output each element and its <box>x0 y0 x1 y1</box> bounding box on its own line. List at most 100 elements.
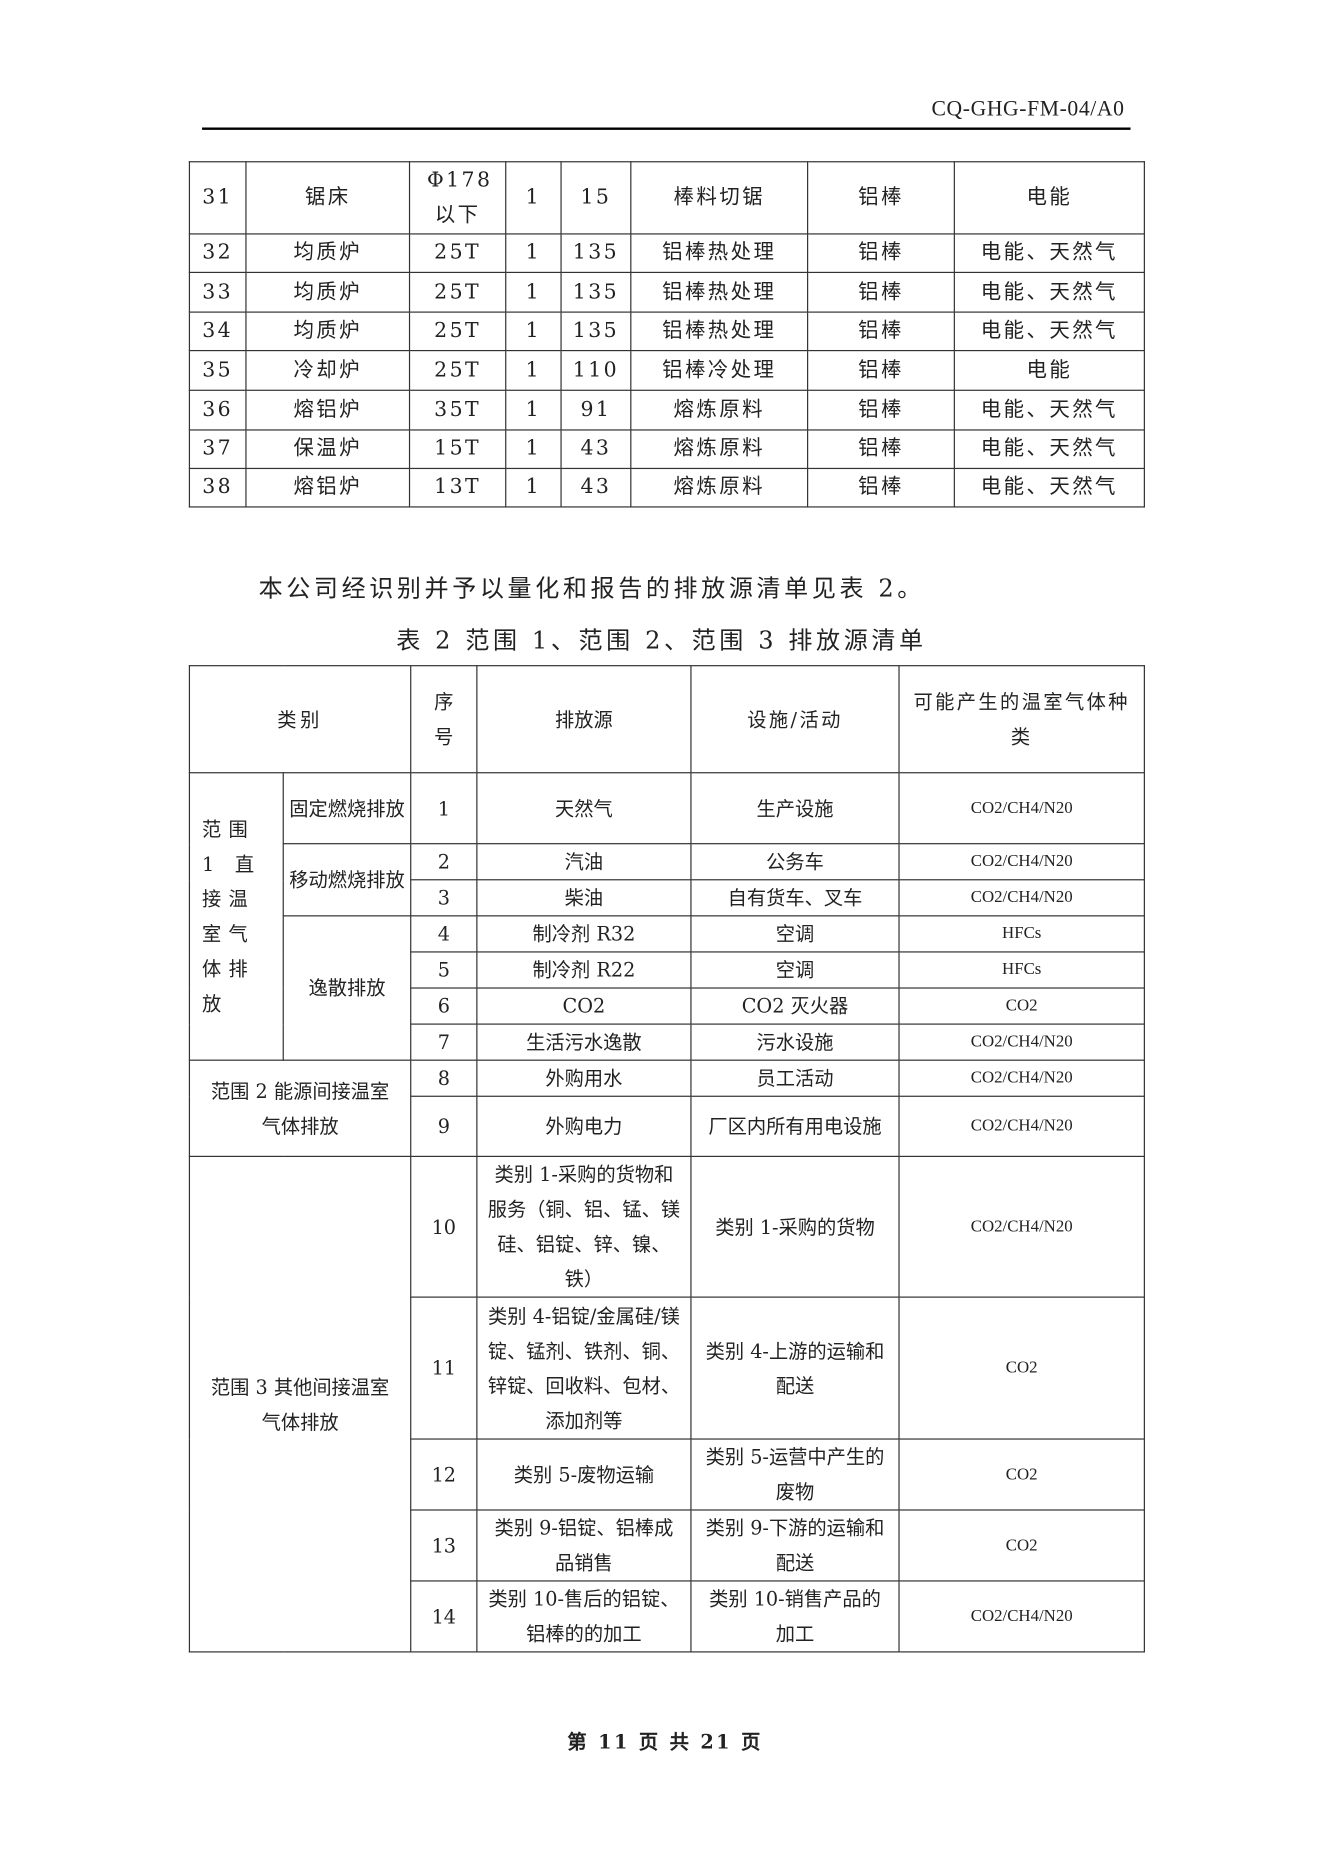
cell-gas: CO2/CH4/N20 <box>898 1155 1145 1298</box>
cell-source: 类别 4-铝锭/金属硅/镁锭、锰剂、铁剂、铜、锌锭、回收料、包材、添加剂等 <box>476 1296 692 1440</box>
cell-gas: CO2/CH4/N20 <box>898 879 1145 917</box>
table-cell: 35T <box>408 389 507 431</box>
cell-no: 7 <box>410 1023 478 1061</box>
table-cell: 34 <box>188 311 247 352</box>
table-cell: 25T <box>408 349 507 391</box>
table-cell: 135 <box>560 311 632 352</box>
table-cell: 熔炼原料 <box>630 429 809 470</box>
document-code: CQ-GHG-FM-04/A0 <box>931 96 1125 121</box>
table-row: 逸散排放 4 制冷剂 R32 空调 HFCs <box>189 915 1145 1061</box>
cell-gas: HFCs <box>898 915 1145 953</box>
cell-facility: 公务车 <box>690 843 900 881</box>
table-cell: 1 <box>505 467 562 508</box>
cell-no: 13 <box>410 1509 478 1582</box>
cell-no: 14 <box>410 1580 478 1653</box>
cell-gas: CO2/CH4/N20 <box>898 772 1145 845</box>
table-cell: 1 <box>505 311 562 352</box>
table-row: 移动燃烧排放 2 汽油 公务车 CO2/CH4/N20 <box>189 843 1145 917</box>
table-cell: 1 <box>505 161 562 235</box>
cell-source: 柴油 <box>476 879 692 917</box>
table-cell: 铝棒热处理 <box>630 311 809 352</box>
cell-gas: CO2 <box>898 1438 1145 1511</box>
header-rule <box>202 127 1131 130</box>
cell-no: 8 <box>410 1059 478 1097</box>
cell-source: 制冷剂 R22 <box>476 951 692 989</box>
cell-source: 类别 10-售后的铝锭、铝棒的的加工 <box>476 1580 692 1653</box>
table-cell: 电能、天然气 <box>953 271 1145 313</box>
table-cell: 铝棒 <box>807 429 955 470</box>
header-facility: 设施/活动 <box>690 665 900 774</box>
table-cell: 37 <box>188 429 247 470</box>
table-row: 5 制冷剂 R22 空调 HFCs <box>189 951 1145 989</box>
cell-no: 2 <box>410 843 478 881</box>
table-cell: 铝棒 <box>807 161 955 235</box>
cell-facility: 厂区内所有用电设施 <box>690 1095 900 1157</box>
table-cell: 33 <box>188 271 247 313</box>
table-cell: 电能 <box>953 349 1145 391</box>
table-row: 32 均质炉 25T 1 135 铝棒热处理 铝棒 电能、天然气 <box>188 233 1145 274</box>
group-scope1: 范围 1 直接温室气体排放 <box>188 772 284 1061</box>
table-cell: 32 <box>188 233 247 274</box>
cell-no: 6 <box>410 987 478 1025</box>
table-cell: 1 <box>505 389 562 431</box>
group-scope2: 范围 2 能源间接温室气体排放 <box>188 1059 412 1157</box>
table-cell: 均质炉 <box>245 233 411 274</box>
table-cell: 冷却炉 <box>245 349 411 391</box>
table-cell: 铝棒 <box>807 311 955 352</box>
table-cell: 1 <box>505 429 562 470</box>
equipment-table: 31 锯床 Φ178 以下 1 15 棒料切锯 铝棒 电能 32 均质炉 25T 1 135 铝棒热处理铝… <box>188 161 1145 508</box>
cell-source: 制冷剂 R32 <box>476 915 692 953</box>
cell-no: 1 <box>410 772 478 845</box>
table-cell: 43 <box>560 429 632 470</box>
table-cell: 保温炉 <box>245 429 411 470</box>
cell-no: 10 <box>410 1155 478 1298</box>
table-row: 34 均质炉 25T 1 135 铝棒热处理 铝棒 电能、天然气 <box>188 311 1145 352</box>
emission-source-table: 类别 序号 排放源 设施/活动 可能产生的温室气体种类 范围 1 直接温室气体排… <box>188 665 1145 1653</box>
table-row: 范围 3 其他间接温室气体排放 10 类别 1-采购的货物和服务（铜、铝、锰、镁硅… <box>188 1155 1145 1653</box>
table-row: 36 熔铝炉 35T 1 91 熔炼原料 铝棒 电能、天然气 <box>188 389 1145 431</box>
table-cell: 电能、天然气 <box>953 389 1145 431</box>
table-cell: 铝棒 <box>807 467 955 508</box>
cell-no: 5 <box>410 951 478 989</box>
group-fugitive: 逸散排放 <box>282 915 412 1061</box>
table-cell: 135 <box>560 233 632 274</box>
table-cell: 熔炼原料 <box>630 467 809 508</box>
table-caption: 表 2 范围 1、范围 2、范围 3 排放源清单 <box>396 625 927 655</box>
table-cell: 38 <box>188 467 247 508</box>
table-cell: 25T <box>408 233 507 274</box>
header-no: 序号 <box>410 665 478 774</box>
table-row: 12 类别 5-废物运输 类别 5-运营中产生的废物 CO2 <box>189 1438 1145 1511</box>
table-cell: 25T <box>408 271 507 313</box>
cell-no: 11 <box>410 1296 478 1440</box>
cell-facility: 空调 <box>690 915 900 953</box>
header-source: 排放源 <box>476 665 692 774</box>
cell-gas: HFCs <box>898 951 1145 989</box>
cell-facility: 员工活动 <box>690 1059 900 1097</box>
cell-gas: CO2 <box>898 1509 1145 1582</box>
table-cell: 15T <box>408 429 507 470</box>
cell-no: 12 <box>410 1438 478 1511</box>
cell-gas: CO2 <box>898 1296 1145 1440</box>
cell-facility: 类别 1-采购的货物 <box>690 1155 900 1298</box>
header-gas: 可能产生的温室气体种类 <box>898 665 1145 774</box>
table-cell: 铝棒 <box>807 271 955 313</box>
table-row: 14 类别 10-售后的铝锭、铝棒的的加工 类别 10-销售产品的加工 CO2/CH4… <box>189 1580 1145 1653</box>
table-cell: 13T <box>408 467 507 508</box>
table-cell: 1 <box>505 349 562 391</box>
cell-gas: CO2/CH4/N20 <box>898 1023 1145 1061</box>
body-paragraph: 本公司经识别并予以量化和报告的排放源清单见表 2。 <box>258 573 925 603</box>
cell-source: 生活污水逸散 <box>476 1023 692 1061</box>
cell-source: 汽油 <box>476 843 692 881</box>
table-cell: 91 <box>560 389 632 431</box>
cell-source: 类别 9-铝锭、铝棒成品销售 <box>476 1509 692 1582</box>
cell-facility: 类别 5-运营中产生的废物 <box>690 1438 900 1511</box>
table-cell: 1 <box>505 271 562 313</box>
table-cell: 熔铝炉 <box>245 389 411 431</box>
table-cell: 均质炉 <box>245 311 411 352</box>
table-cell: 铝棒 <box>807 389 955 431</box>
table-cell: 电能、天然气 <box>953 467 1145 508</box>
group-mobile: 移动燃烧排放 <box>282 843 412 917</box>
cell-no: 9 <box>410 1095 478 1157</box>
cell-facility: 类别 9-下游的运输和配送 <box>690 1509 900 1582</box>
